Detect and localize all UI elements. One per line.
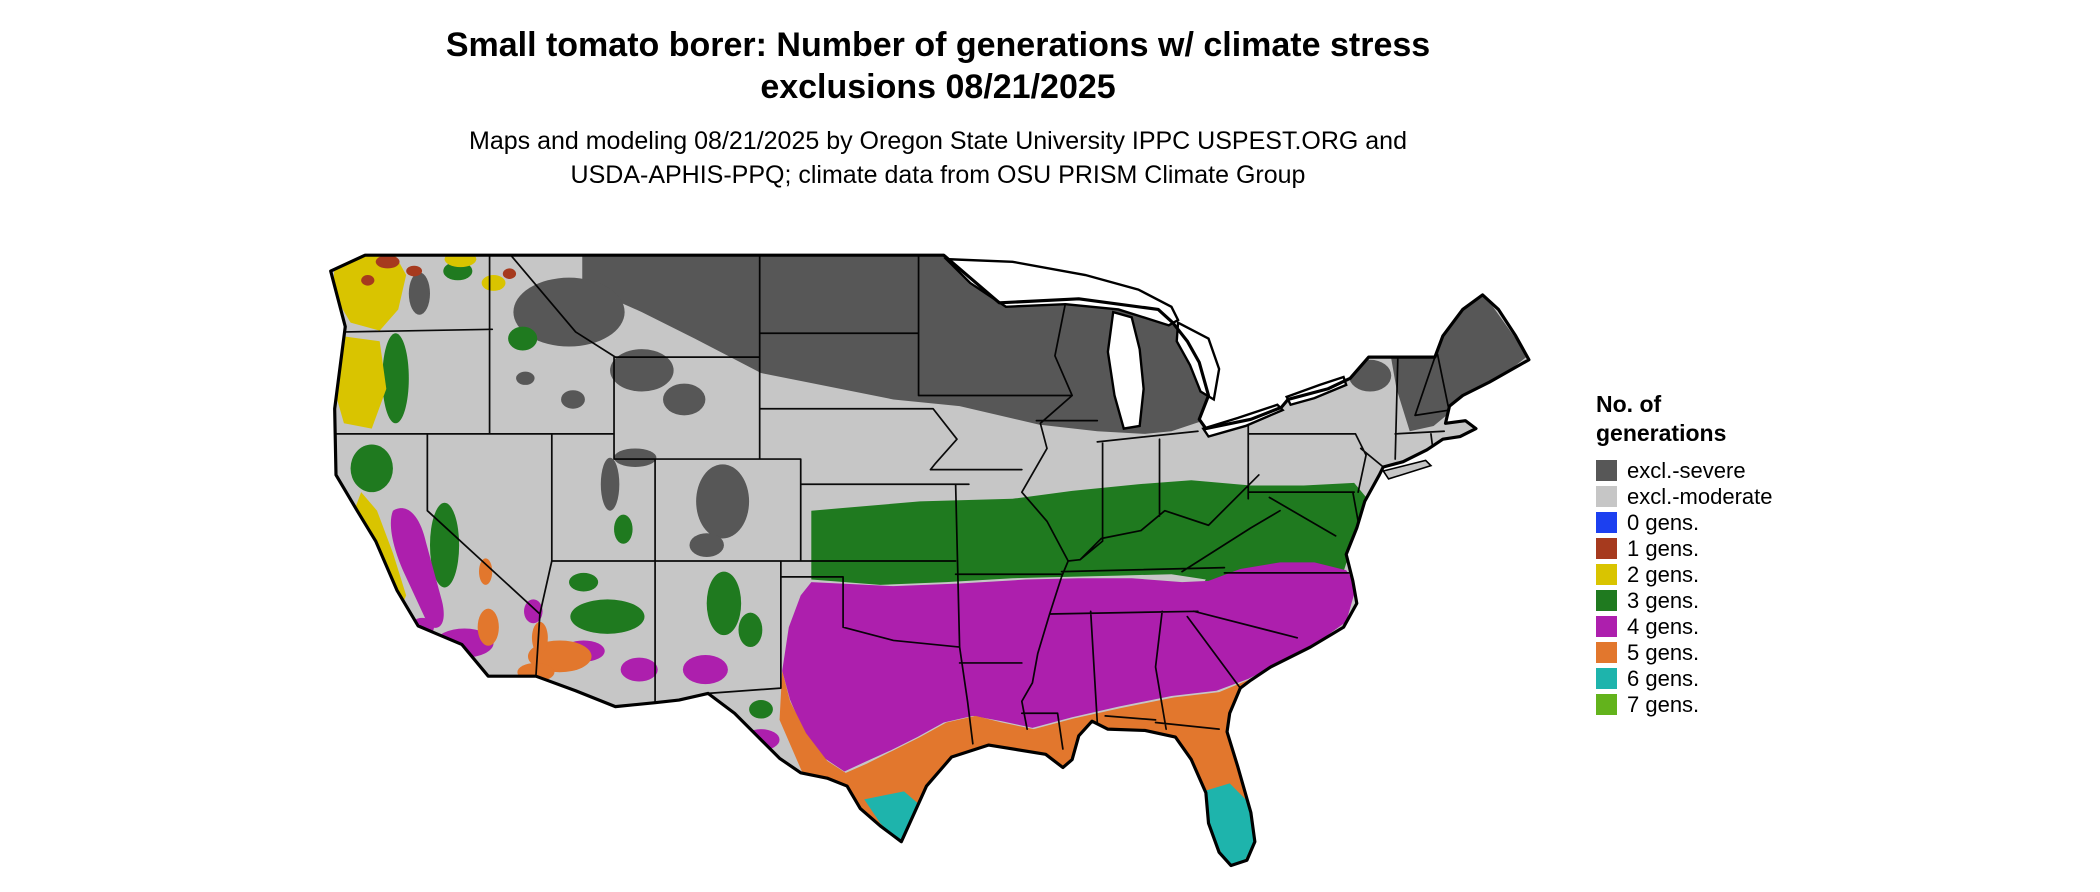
- legend-swatch-6-gens: [1596, 668, 1617, 689]
- legend-items: excl.-severe excl.-moderate 0 gens. 1 ge…: [1596, 457, 1836, 717]
- zone-excl-severe-sanjuan: [689, 533, 724, 558]
- page-title: Small tomato borer: Number of generation…: [0, 24, 1876, 108]
- zone-3gens-or-cascades: [382, 333, 409, 424]
- legend-label: excl.-moderate: [1627, 483, 1773, 509]
- zone-3gens-kaibab: [569, 572, 599, 592]
- map-legend: No. of generations excl.-severe excl.-mo…: [1596, 390, 1836, 720]
- legend-row: 4 gens.: [1596, 613, 1836, 639]
- legend-label: 5 gens.: [1627, 639, 1700, 665]
- zone-1gens-nw-wa-2: [406, 265, 423, 277]
- legend-swatch-3-gens: [1596, 590, 1617, 611]
- zone-3gens-east-band: [811, 480, 1368, 644]
- legend-row: 7 gens.: [1596, 691, 1836, 717]
- zone-1gens-nw-wa-1: [375, 255, 400, 269]
- legend-row: 6 gens.: [1596, 665, 1836, 691]
- legend-row: 3 gens.: [1596, 587, 1836, 613]
- zone-3gens-davis-mts: [749, 700, 773, 719]
- legend-label: 2 gens.: [1627, 561, 1700, 587]
- legend-label: 7 gens.: [1627, 691, 1700, 717]
- legend-row: 2 gens.: [1596, 561, 1836, 587]
- zone-excl-severe-nv-range-2: [516, 371, 535, 385]
- zone-excl-severe-newengland: [1380, 256, 1527, 432]
- legend-title-line-1: No. of: [1596, 391, 1662, 417]
- legend-title: No. of generations: [1596, 390, 1836, 448]
- legend-swatch-7-gens: [1596, 694, 1617, 715]
- zone-excl-severe-wasatch: [600, 457, 620, 511]
- legend-label: 6 gens.: [1627, 665, 1700, 691]
- zone-3gens-id-panhandle: [508, 326, 538, 351]
- legend-title-line-2: generations: [1596, 420, 1727, 446]
- zone-2gens-w-oregon: [333, 335, 387, 429]
- lake-michigan: [1106, 310, 1145, 430]
- legend-swatch-0-gens: [1596, 512, 1617, 533]
- legend-row: excl.-severe: [1596, 457, 1836, 483]
- legend-label: 4 gens.: [1627, 613, 1700, 639]
- zone-excl-severe-bighorn: [663, 383, 706, 416]
- zone-2gens-ne-wa-1: [444, 255, 477, 268]
- subtitle-line-1: Maps and modeling 08/21/2025 by Oregon S…: [469, 127, 1407, 155]
- zone-4gens-az-2: [620, 657, 658, 682]
- zone-2gens-ne-wa-2: [481, 275, 506, 291]
- zone-3gens-klamath: [350, 444, 393, 493]
- zone-3gens-mogollon: [570, 599, 645, 634]
- legend-swatch-1-gens: [1596, 538, 1617, 559]
- legend-swatch-2-gens: [1596, 564, 1617, 585]
- legend-swatch-excl-severe: [1596, 460, 1617, 481]
- zone-excl-severe-adirondacks: [1348, 359, 1392, 392]
- legend-row: 0 gens.: [1596, 509, 1836, 535]
- zone-excl-severe-colorado-rockies: [696, 464, 750, 539]
- zone-5gens-imperial: [477, 608, 499, 646]
- zone-4gens-south-band: [782, 562, 1357, 772]
- legend-label: excl.-severe: [1627, 457, 1746, 483]
- figure-header: Small tomato borer: Number of generation…: [0, 24, 1876, 192]
- figure-subtitle: Maps and modeling 08/21/2025 by Oregon S…: [0, 124, 1876, 192]
- zone-1gens-olympics: [361, 275, 375, 286]
- state-borders: [333, 255, 1451, 750]
- subtitle-line-2: USDA-APHIS-PPQ; climate data from OSU PR…: [570, 161, 1306, 189]
- zone-4gens-s-nm: [682, 655, 728, 685]
- zone-3gens-sierra: [430, 502, 460, 588]
- zone-3gens-nm-mts-2: [738, 612, 763, 648]
- zone-3gens-s-utah: [614, 514, 633, 544]
- zone-excl-severe-idaho-mts: [513, 277, 625, 347]
- us-map-svg: [329, 253, 1531, 868]
- zone-excl-severe-nv-range-1: [561, 390, 585, 409]
- zone-5gens-death-valley: [478, 558, 493, 585]
- legend-row: 1 gens.: [1596, 535, 1836, 561]
- long-island: [1381, 459, 1433, 480]
- us-generations-map: [320, 230, 1533, 892]
- legend-row: 5 gens.: [1596, 639, 1836, 665]
- zone-excl-severe-wa-cascades: [408, 272, 430, 315]
- legend-swatch-excl-moderate: [1596, 486, 1617, 507]
- legend-label: 0 gens.: [1627, 509, 1700, 535]
- us-outline: [329, 253, 1531, 868]
- zone-4gens-s-nv: [524, 599, 543, 624]
- zone-excl-severe-yellowstone: [610, 349, 674, 392]
- title-line-2: exclusions 08/21/2025: [760, 68, 1116, 106]
- zone-4gens-central-valley: [390, 508, 444, 628]
- zone-2gens-w-washington: [333, 255, 407, 331]
- title-line-1: Small tomato borer: Number of generation…: [445, 26, 1431, 64]
- legend-label: 3 gens.: [1627, 587, 1700, 613]
- legend-swatch-4-gens: [1596, 616, 1617, 637]
- legend-row: excl.-moderate: [1596, 483, 1836, 509]
- legend-swatch-5-gens: [1596, 642, 1617, 663]
- zone-1gens-n-idaho: [502, 268, 517, 279]
- legend-label: 1 gens.: [1627, 535, 1700, 561]
- zone-5gens-colorado-river: [531, 621, 548, 654]
- zone-3gens-nm-mts-1: [706, 571, 742, 636]
- zone-6gens-s-florida: [1203, 783, 1254, 866]
- zone-excl-severe-uintas: [614, 448, 657, 467]
